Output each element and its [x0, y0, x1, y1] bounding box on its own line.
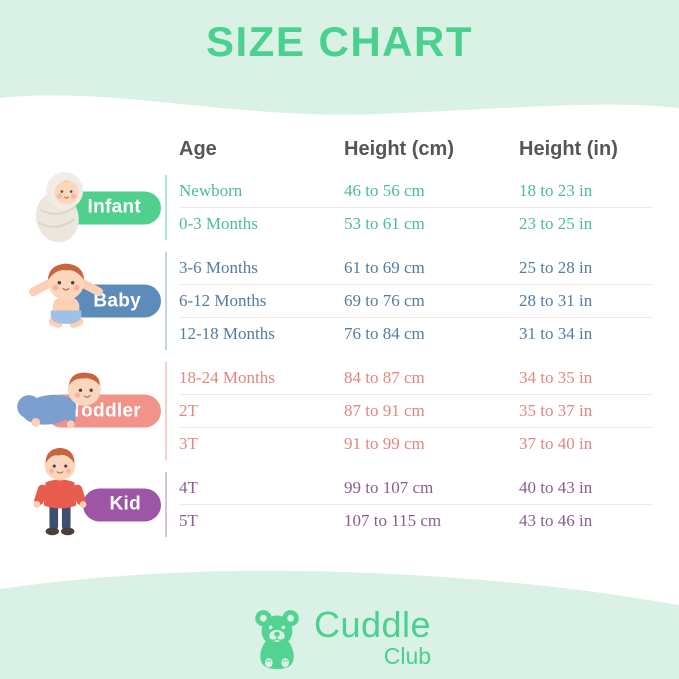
group-baby: Baby 3-6 Months 61 to 69 cm 25 to 28 in …	[10, 252, 653, 350]
age-cell: 18-24 Months	[179, 368, 275, 387]
age-cell: 0-3 Months	[179, 214, 258, 233]
height-in-cell: 43 to 46 in	[519, 511, 593, 530]
height-cm-cell: 46 to 56 cm	[344, 181, 425, 200]
height-in-cell: 25 to 28 in	[519, 258, 593, 277]
header-age: Age	[179, 138, 217, 160]
height-cm-cell: 91 to 99 cm	[344, 434, 425, 453]
height-in-cell: 37 to 40 in	[519, 434, 593, 453]
crawling-toddler-illustration	[17, 372, 101, 429]
brand-footer: Cuddle Club	[0, 607, 679, 679]
size-table-card: Age Height (cm) Height (in)	[0, 124, 679, 567]
age-cell: 4T	[179, 478, 198, 497]
height-in-cell: 18 to 23 in	[519, 181, 593, 200]
age-cell: Newborn	[179, 181, 243, 200]
age-cell: 6-12 Months	[179, 291, 267, 310]
kid-pill-text: Kid	[109, 493, 141, 515]
height-in-cell: 23 to 25 in	[519, 214, 593, 233]
group-baby-label-area: Baby	[10, 252, 165, 350]
age-cell: 3-6 Months	[179, 258, 258, 277]
age-cell: 2T	[179, 401, 198, 420]
height-in-cell: 35 to 37 in	[519, 401, 593, 420]
age-cell: 3T	[179, 434, 198, 453]
table-row: 12-18 Months 76 to 84 cm 31 to 34 in	[179, 318, 653, 350]
header-height-cm: Height (cm)	[344, 138, 454, 160]
standing-kid-illustration	[33, 447, 87, 536]
table-row: 18-24 Months 84 to 87 cm 34 to 35 in	[179, 362, 653, 395]
group-toddler: Toddler 18-24 Months 84 to 87 cm 34 to 3…	[10, 362, 653, 460]
height-cm-cell: 107 to 115 cm	[344, 511, 442, 530]
title-bar: SIZE CHART	[0, 0, 679, 84]
height-in-cell: 31 to 34 in	[519, 324, 593, 343]
height-in-cell: 34 to 35 in	[519, 368, 593, 387]
top-wave-divider	[0, 95, 679, 124]
table-row: 5T 107 to 115 cm 43 to 46 in	[179, 505, 653, 537]
header-height-in: Height (in)	[519, 138, 618, 160]
height-cm-cell: 76 to 84 cm	[344, 324, 425, 343]
table-row: Newborn 46 to 56 cm 18 to 23 in	[179, 175, 653, 208]
infant-pill-text: Infant	[87, 196, 141, 218]
table-row: 6-12 Months 69 to 76 cm 28 to 31 in	[179, 285, 653, 318]
teddy-bear-logo-icon	[255, 610, 299, 669]
group-baby-rows: 3-6 Months 61 to 69 cm 25 to 28 in 6-12 …	[165, 252, 653, 350]
bottom-wave-divider	[0, 567, 679, 605]
table-row: 0-3 Months 53 to 61 cm 23 to 25 in	[179, 208, 653, 240]
group-infant: Infant Newborn 46 to 56 cm 18 to 23 in 0…	[10, 171, 653, 242]
height-cm-cell: 99 to 107 cm	[344, 478, 434, 497]
age-cell: 12-18 Months	[179, 324, 275, 343]
age-cell: 5T	[179, 511, 198, 530]
height-in-cell: 40 to 43 in	[519, 478, 593, 497]
brand-name: Cuddle	[313, 604, 432, 645]
kid-pill-label: Kid	[83, 488, 161, 521]
baby-illustration	[28, 263, 104, 328]
group-kid-rows: 4T 99 to 107 cm 40 to 43 in 5T 107 to 11…	[165, 472, 653, 537]
swaddled-infant-illustration	[35, 171, 84, 242]
table-row: 3-6 Months 61 to 69 cm 25 to 28 in	[179, 252, 653, 285]
group-toddler-rows: 18-24 Months 84 to 87 cm 34 to 35 in 2T …	[165, 362, 653, 460]
height-cm-cell: 69 to 76 cm	[344, 291, 425, 310]
brand-wordmark: Cuddle Club	[314, 607, 431, 668]
brand-sub-name: Club	[383, 643, 432, 669]
height-in-cell: 28 to 31 in	[519, 291, 593, 310]
group-infant-rows: Newborn 46 to 56 cm 18 to 23 in 0-3 Mont…	[165, 175, 653, 240]
height-cm-cell: 53 to 61 cm	[344, 214, 425, 233]
group-kid-label-area: Kid	[10, 447, 165, 537]
table-header-row: Age Height (cm) Height (in)	[179, 126, 653, 175]
table-row: 2T 87 to 91 cm 35 to 37 in	[179, 395, 653, 428]
baby-pill-label: Baby	[67, 284, 161, 318]
page-title: SIZE CHART	[206, 18, 473, 65]
group-toddler-label-area: Toddler	[10, 362, 165, 460]
height-cm-cell: 61 to 69 cm	[344, 258, 425, 277]
height-cm-cell: 84 to 87 cm	[344, 368, 425, 387]
height-cm-cell: 87 to 91 cm	[344, 401, 425, 420]
group-kid: Kid 4T 99 to 107 cm 40 to 43 in 5T 107 t…	[10, 447, 653, 537]
table-row: 3T 91 to 99 cm 37 to 40 in	[179, 428, 653, 460]
table-row: 4T 99 to 107 cm 40 to 43 in	[179, 472, 653, 505]
group-infant-label-area: Infant	[10, 171, 165, 242]
baby-pill-text: Baby	[93, 290, 141, 311]
